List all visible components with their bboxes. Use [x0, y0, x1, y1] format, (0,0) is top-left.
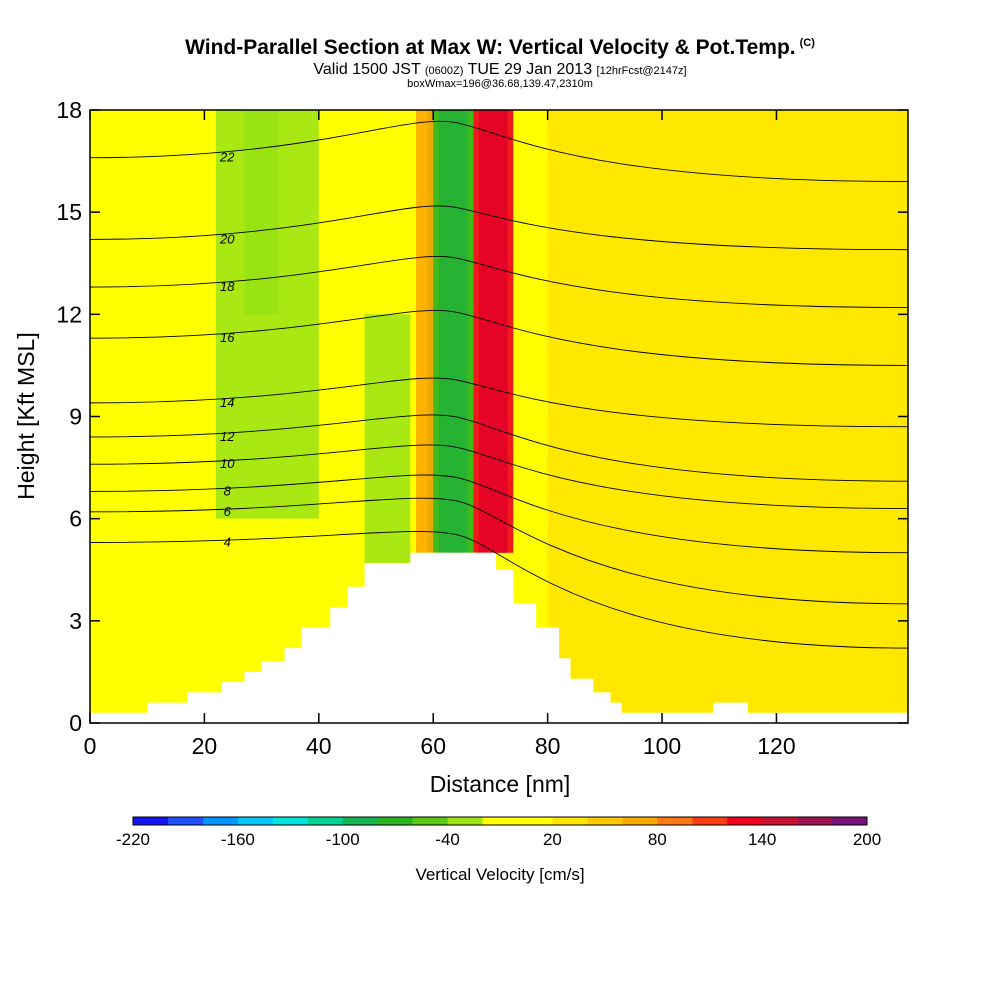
colorbar-bin [133, 817, 169, 825]
colorbar-bin [237, 817, 274, 825]
theta-contour-12 [89, 414, 909, 482]
theta-contour-16 [89, 310, 909, 366]
colorbar-tick-label: -40 [435, 830, 460, 849]
contour-label-10: 10 [220, 456, 235, 471]
x-tick-label: 80 [535, 733, 561, 759]
colorbar-frame [132, 816, 868, 826]
forecast-info: [12hrFcst@2147z] [596, 65, 687, 77]
valid-time-prefix: Valid 1500 JST [313, 61, 421, 78]
axes: 0 20 40 60 80 100 120 0 3 6 9 12 15 18 [56, 97, 908, 759]
x-axis-label: Distance [nm] [430, 771, 571, 797]
y-tick-label: 12 [56, 301, 82, 327]
colorbar-tick-label: -160 [221, 830, 255, 849]
colorbar-tick-label: 80 [648, 830, 667, 849]
contour-label-12: 12 [220, 429, 235, 444]
colorbar-bin [272, 817, 309, 825]
valid-date: TUE 29 Jan 2013 [467, 61, 593, 78]
colorbar: -220 -160 -100 -40 20 80 140 200 [116, 816, 881, 849]
colorbar-bin [832, 817, 868, 825]
y-tick-label: 6 [69, 506, 82, 532]
colorbar-tick-label: 140 [748, 830, 776, 849]
contour-label-8: 8 [224, 483, 232, 498]
x-tick-label: 100 [643, 733, 681, 759]
colorbar-bin [307, 817, 344, 825]
y-tick-label: 15 [56, 199, 82, 225]
velocity-band-5 [416, 110, 434, 553]
theta-contour-4 [89, 531, 909, 649]
y-tick-label: 3 [69, 608, 82, 634]
contour-label-20: 20 [219, 231, 235, 246]
colorbar-bin [657, 817, 693, 825]
valid-time-utc: (0600Z) [424, 65, 464, 77]
copyright-mark: (C) [799, 37, 815, 49]
x-tick-label: 60 [420, 733, 446, 759]
velocity-band-8 [547, 110, 908, 713]
contour-label-16: 16 [220, 330, 235, 345]
colorbar-bin [447, 817, 484, 825]
colorbar-bin [342, 817, 379, 825]
box-max-info: boxWmax=196@36.68,139.47,2310m [407, 78, 593, 90]
colorbar-bin [412, 817, 449, 825]
chart-subtitle: Valid 1500 JST (0600Z) TUE 29 Jan 2013 [… [0, 61, 1000, 79]
y-tick-label: 9 [69, 404, 82, 430]
colorbar-tick-label: 200 [853, 830, 881, 849]
contour-label-14: 14 [220, 395, 234, 410]
colorbar-bin [517, 817, 553, 825]
colorbar-bin [622, 817, 658, 825]
colorbar-bin [797, 817, 833, 825]
theta-contour-8 [89, 474, 909, 554]
theta-contour-10 [89, 444, 909, 509]
theta-contour-22 [89, 120, 909, 182]
colorbar-label: Vertical Velocity [cm/s] [415, 865, 584, 884]
colorbar-tick-label: -100 [326, 830, 360, 849]
theta-contours: 4 6 8 10 12 14 16 18 20 22 [89, 120, 909, 649]
theta-contour-18 [89, 256, 909, 308]
velocity-band-2 [364, 314, 411, 563]
colorbar-bin [762, 817, 798, 825]
velocity-band-7 [473, 110, 514, 553]
velocity-band-4 [427, 110, 474, 553]
theta-contour-20 [89, 205, 909, 251]
theta-contour-6 [89, 497, 909, 605]
colorbar-bin [202, 817, 239, 825]
colorbar-bin [482, 817, 518, 825]
terrain-mask [90, 552, 908, 723]
theta-contour-14 [89, 377, 909, 428]
x-tick-label: 40 [306, 733, 332, 759]
colorbar-bin [552, 817, 588, 825]
chart-title-text: Wind-Parallel Section at Max W: Vertical… [185, 36, 796, 59]
contour-label-18: 18 [220, 279, 235, 294]
colorbar-bin [692, 817, 728, 825]
contour-label-6: 6 [224, 504, 232, 519]
y-axis-label: Height [Kft MSL] [13, 332, 39, 499]
colorbar-tick-label: 20 [543, 830, 562, 849]
y-tick-label: 18 [56, 97, 82, 123]
contour-label-22: 22 [219, 150, 235, 165]
colorbar-bin [377, 817, 414, 825]
chart-title: Wind-Parallel Section at Max W: Vertical… [0, 36, 1000, 60]
terrain-profile [90, 552, 908, 723]
x-tick-label: 0 [84, 733, 97, 759]
velocity-band-1 [215, 110, 319, 519]
x-tick-label: 120 [757, 733, 795, 759]
x-tick-label: 20 [192, 733, 218, 759]
colorbar-tick-label: -220 [116, 830, 150, 849]
colorbar-bin [167, 817, 204, 825]
y-tick-label: 0 [69, 710, 82, 736]
contour-label-4: 4 [224, 535, 231, 550]
colorbar-bin [727, 817, 763, 825]
colorbar-bin [587, 817, 623, 825]
